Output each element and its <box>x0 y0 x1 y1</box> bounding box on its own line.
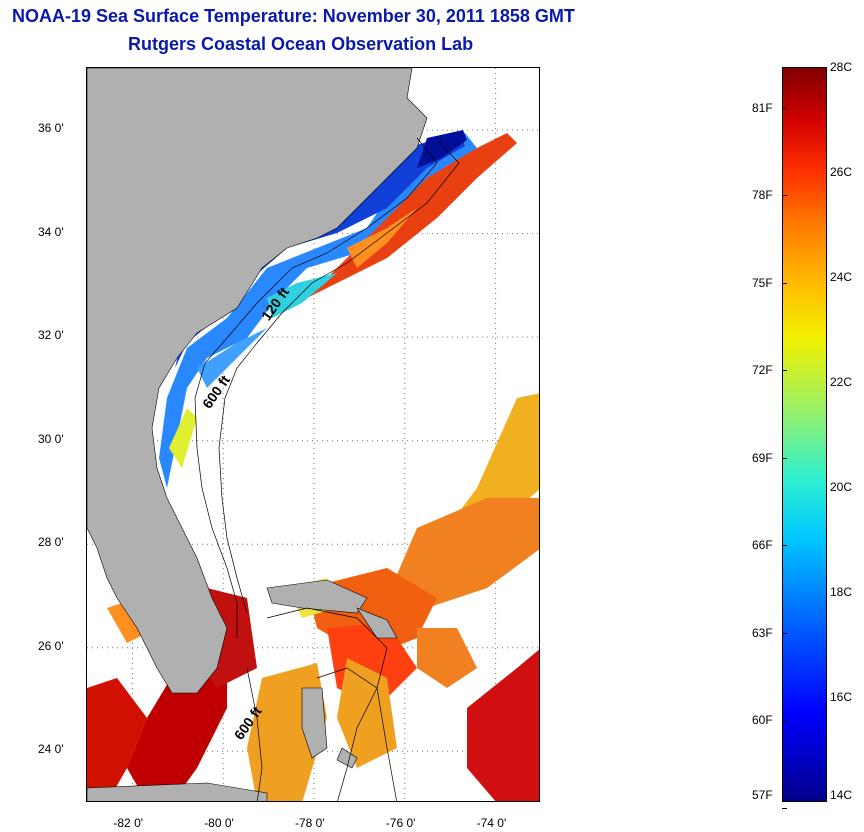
celsius-label: 18C <box>830 585 853 599</box>
fahrenheit-label: 78F <box>752 188 773 203</box>
fahrenheit-label: 72F <box>752 363 773 378</box>
lon-tick-label: -76 0' <box>385 816 416 830</box>
sst-map: 120 ft 600 ft 600 ft <box>86 67 540 802</box>
map-title: NOAA-19 Sea Surface Temperature: Novembe… <box>12 6 575 26</box>
fahrenheit-label: 75F <box>752 275 773 290</box>
colorbar-tick <box>782 107 787 109</box>
celsius-label: 26C <box>830 165 853 179</box>
celsius-label: 24C <box>830 270 853 284</box>
colorbar-tick <box>782 370 787 372</box>
land <box>87 68 428 801</box>
lon-tick-label: -82 0' <box>113 816 144 830</box>
celsius-label: 14C <box>830 788 853 802</box>
celsius-label: 28C <box>830 60 853 74</box>
lat-tick-label: 30 0' <box>38 431 64 446</box>
colorbar-tick <box>782 807 787 809</box>
fahrenheit-label: 81F <box>752 100 773 115</box>
fahrenheit-label: 66F <box>752 538 773 553</box>
lon-tick-label: -80 0' <box>204 816 234 830</box>
lat-tick-label: 26 0' <box>38 638 64 653</box>
fahrenheit-label: 60F <box>752 713 773 728</box>
colorbar-tick <box>782 632 787 634</box>
colorbar-tick <box>782 195 787 197</box>
fahrenheit-label: 69F <box>752 450 773 465</box>
colorbar-tick <box>782 720 787 722</box>
map-subtitle: Rutgers Coastal Ocean Observation Lab <box>128 34 474 54</box>
fahrenheit-label: 57F <box>752 788 773 802</box>
lat-tick-label: 36 0' <box>38 121 64 136</box>
lat-tick-label: 32 0' <box>38 328 64 343</box>
lat-tick-label: 24 0' <box>38 742 64 757</box>
celsius-label: 22C <box>830 375 853 389</box>
colorbar-tick <box>782 282 787 284</box>
lat-tick-label: 34 0' <box>38 224 64 239</box>
fahrenheit-label: 63F <box>752 625 773 640</box>
temperature-colorbar <box>782 67 827 802</box>
celsius-label: 16C <box>830 690 853 704</box>
lat-tick-label: 28 0' <box>38 535 64 550</box>
lon-tick-label: -78 0' <box>295 816 325 830</box>
colorbar-tick <box>782 457 787 459</box>
lon-tick-label: -74 0' <box>476 816 507 830</box>
celsius-label: 20C <box>830 480 853 494</box>
colorbar-tick <box>782 545 787 547</box>
depth-contours <box>194 137 460 801</box>
